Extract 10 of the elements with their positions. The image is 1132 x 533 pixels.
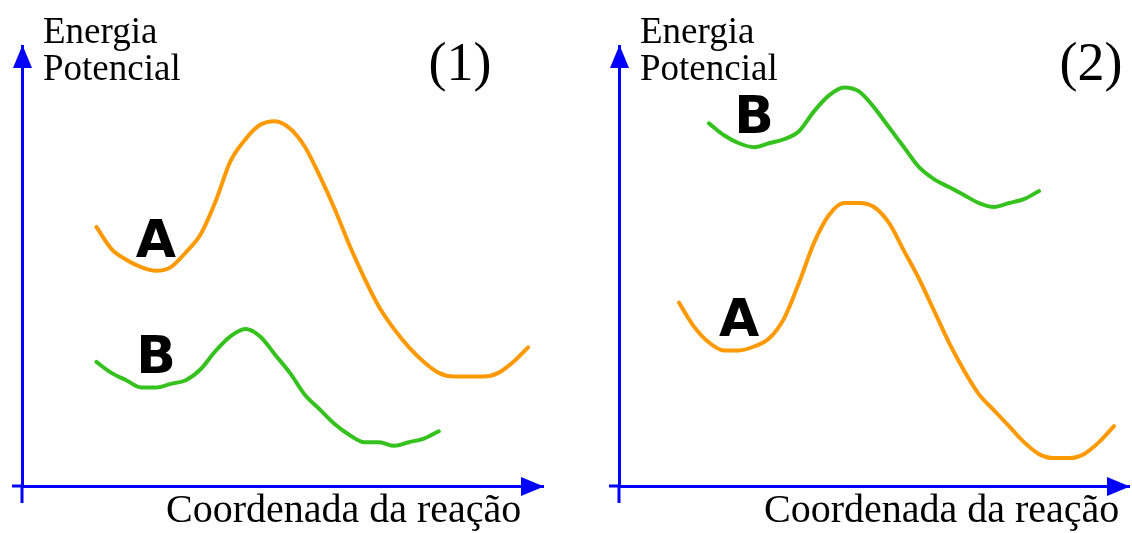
series-label: A <box>718 288 760 349</box>
x-axis-title: Coordenada da reação <box>764 486 1120 531</box>
series-label: B <box>136 325 176 386</box>
y-axis-title: Energia Potencial <box>43 10 182 88</box>
y-axis-title: Energia Potencial <box>640 10 779 88</box>
x-axis-title: Coordenada da reação <box>166 486 522 531</box>
series-label: B <box>734 85 774 146</box>
series-label: A <box>135 208 177 269</box>
chart-title: (2) <box>1059 32 1123 92</box>
chart-title: (1) <box>428 32 492 92</box>
